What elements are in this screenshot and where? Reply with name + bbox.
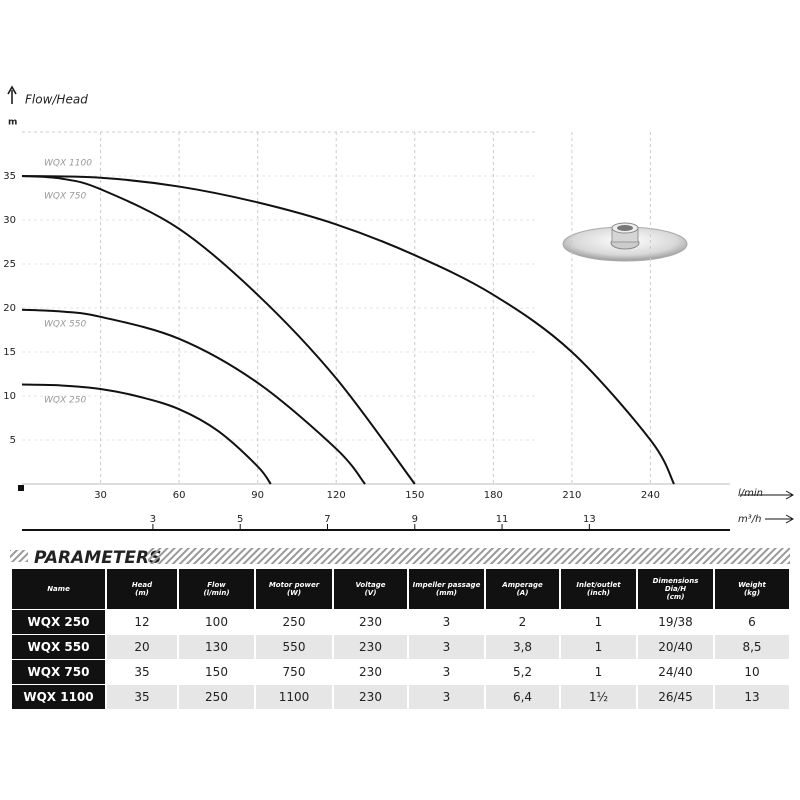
- table-row: WQX 250 12 100 250 230 3 2 1 19/38 6: [12, 610, 789, 634]
- table-cell: 250: [282, 615, 306, 629]
- y-tick-label: 30: [3, 215, 16, 226]
- y-arrow-head: [7, 85, 17, 95]
- x-unit: l/min: [738, 488, 763, 499]
- x2-tick-label: 13: [583, 514, 596, 525]
- x-tick-label: 60: [173, 490, 186, 501]
- column-header: Inlet/outlet (inch): [561, 569, 636, 609]
- series-label: WQX 250: [44, 396, 86, 406]
- impeller-illustration: [562, 222, 688, 262]
- table-row: WQX 550 20 130 550 230 3 3,8 1 20/40 8,5: [12, 635, 789, 659]
- x2-arrow-head: [785, 514, 795, 524]
- table-cell: 750: [282, 665, 306, 679]
- column-header: Motor power (W): [256, 569, 332, 609]
- model-name: WQX 250: [12, 610, 105, 634]
- x2-unit: m³/h: [738, 514, 761, 525]
- x-tick-label: 180: [484, 490, 503, 501]
- model-name: WQX 1100: [12, 685, 105, 709]
- y-tick-label: 15: [3, 347, 16, 358]
- table-cell: 20: [107, 635, 177, 659]
- y-tick-label: 5: [10, 435, 16, 446]
- x-tick-label: 210: [562, 490, 581, 501]
- x-tick-label: 150: [405, 490, 424, 501]
- table-cell: 230: [334, 685, 407, 709]
- x2-tick-label: 5: [237, 514, 243, 525]
- table-cell: 230: [359, 665, 382, 679]
- table-cell: 6,4: [486, 685, 559, 709]
- table-cell: 1100: [256, 685, 332, 709]
- table-cell: 26/45: [638, 685, 713, 709]
- x-arrow-head: [785, 490, 795, 500]
- model-name: WQX 750: [12, 660, 105, 684]
- y-tick-label: 20: [3, 303, 16, 314]
- table-title: PARAMETERS: [34, 548, 161, 568]
- y-tick-label: 25: [3, 259, 16, 270]
- x-tick-label: 240: [641, 490, 660, 501]
- table-cell: 19/38: [658, 615, 693, 629]
- x-tick-label: 90: [251, 490, 264, 501]
- table-cell: 8,5: [715, 635, 789, 659]
- x2-tick-label: 7: [324, 514, 330, 525]
- column-header: Weight (kg): [715, 569, 789, 609]
- table-cell: 3: [409, 635, 484, 659]
- table-cell: 150: [205, 665, 228, 679]
- table-cell: 1: [561, 635, 636, 659]
- series-label: WQX 550: [44, 320, 86, 330]
- table-row: WQX 750 35 150 750 230 3 5,2 1 24/40 10: [12, 660, 789, 684]
- column-header: Dimensions Dia/H (cm): [638, 569, 713, 609]
- column-header: Voltage (V): [334, 569, 407, 609]
- title-hatch: [148, 548, 790, 564]
- y-tick-label: 10: [3, 391, 16, 402]
- table-cell: 1: [594, 615, 603, 629]
- table-cell: 13: [715, 685, 789, 709]
- table-cell: 35: [107, 685, 177, 709]
- table-row: WQX 1100 35 250 1100 230 3 6,4 1½ 26/45 13: [12, 685, 789, 709]
- x-tick-label: 30: [94, 490, 107, 501]
- table-cell: 3: [442, 665, 451, 679]
- x2-tick-label: 3: [150, 514, 156, 525]
- x-tick-label: 120: [327, 490, 346, 501]
- series-label: WQX 1100: [44, 159, 92, 169]
- table-cell: 2: [518, 615, 527, 629]
- table-cell: 35: [134, 665, 150, 679]
- table-cell: 3: [409, 685, 484, 709]
- table-cell: 5,2: [512, 665, 533, 679]
- table-cell: 1½: [561, 685, 636, 709]
- y-unit: m: [8, 118, 17, 128]
- table-cell: 250: [179, 685, 254, 709]
- column-header: Amperage (A): [486, 569, 559, 609]
- pump-curve: [21, 175, 675, 485]
- table-cell: 130: [179, 635, 254, 659]
- y-tick-label: 35: [3, 171, 16, 182]
- origin-marker: [18, 485, 24, 491]
- pump-curve: [21, 308, 366, 485]
- pump-curve: [21, 383, 272, 485]
- table-cell: 3,8: [486, 635, 559, 659]
- table-cell: 230: [334, 635, 407, 659]
- parameters-table: Name Head (m) Flow (l/min) Motor power (W) V…: [10, 568, 791, 710]
- table-cell: 12: [134, 615, 150, 629]
- chart: Flow/Head m l/min m³/h PARAMETERS 5 10 15 2…: [3, 85, 795, 568]
- table-cell: 230: [359, 615, 382, 629]
- title-hatch: [10, 550, 28, 562]
- table-cell: 100: [205, 615, 228, 629]
- pump-curve: [21, 175, 416, 485]
- column-header: Name: [12, 569, 105, 609]
- table-cell: 10: [744, 665, 760, 679]
- column-header: Impeller passage (mm): [409, 569, 484, 609]
- table-cell: 550: [256, 635, 332, 659]
- table-cell: 1: [594, 665, 603, 679]
- table-cell: 6: [748, 615, 756, 629]
- column-header: Flow (l/min): [179, 569, 254, 609]
- table-cell: 20/40: [638, 635, 713, 659]
- x2-tick-label: 9: [412, 514, 418, 525]
- y-axis-title: Flow/Head: [25, 93, 88, 107]
- series-label: WQX 750: [44, 192, 86, 202]
- x2-tick-label: 11: [496, 514, 509, 525]
- table-cell: 24/40: [658, 665, 693, 679]
- table-cell: 3: [442, 615, 451, 629]
- model-name: WQX 550: [12, 635, 105, 659]
- column-header: Head (m): [107, 569, 177, 609]
